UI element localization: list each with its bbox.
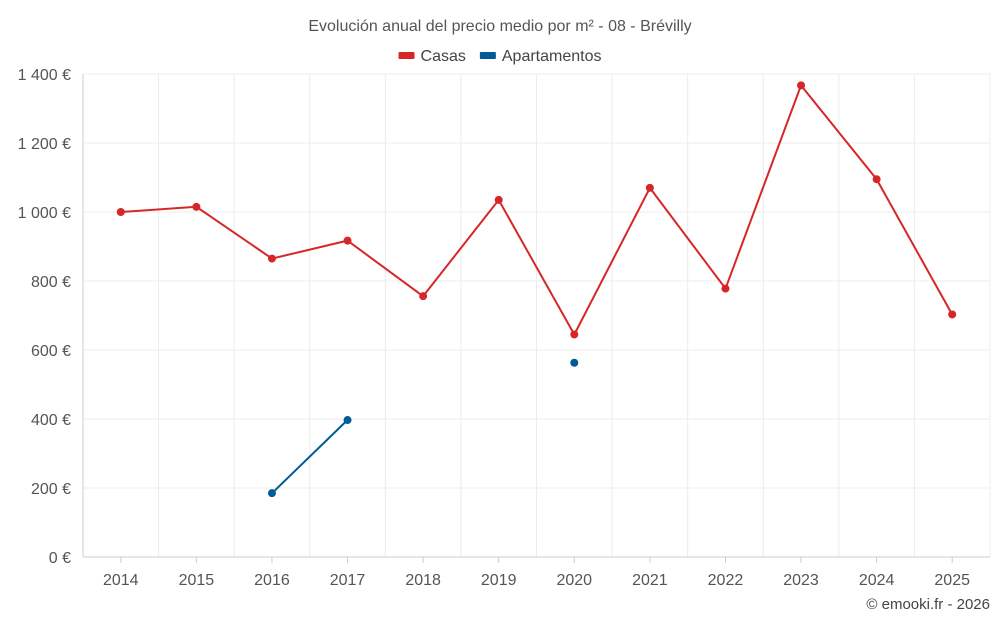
x-tick-label: 2017 [330,572,366,589]
data-point[interactable] [570,330,579,339]
series [116,81,957,498]
legend-swatch [398,52,415,59]
y-tick-label: 1 200 € [18,136,71,153]
x-tick-label: 2016 [254,572,290,589]
data-point[interactable] [343,416,352,425]
data-point[interactable] [267,254,276,263]
y-tick-label: 400 € [31,412,71,429]
data-point[interactable] [116,208,125,216]
x-tick-label: 2014 [103,572,139,589]
legend-item-casas[interactable]: Casas [398,48,466,65]
x-tick-label: 2022 [708,572,744,589]
y-tick-label: 1 400 € [18,67,71,84]
legend[interactable]: Casas Apartamentos [398,48,602,65]
series-apartamentos [267,358,579,498]
data-point[interactable] [570,358,579,367]
series-line [271,419,349,494]
x-tick-label: 2019 [481,572,517,589]
legend-item-apartamentos[interactable]: Apartamentos [479,48,602,65]
data-point[interactable] [948,310,957,319]
data-point[interactable] [192,202,201,211]
legend-swatch [479,52,496,59]
data-point[interactable] [721,284,730,293]
x-tick-label: 2018 [405,572,441,589]
x-tick-label: 2015 [179,572,215,589]
axes: 0 € 200 € 400 € 600 € 800 € 1 000 € 1 200 € 1 4… [18,67,990,589]
grid [82,73,991,557]
data-point[interactable] [494,195,503,204]
x-tick-label: 2024 [859,572,895,589]
data-point[interactable] [419,292,428,301]
x-tick-label: 2020 [556,572,592,589]
x-tick-label: 2025 [934,572,970,589]
y-tick-label: 0 € [49,550,71,567]
x-tick-label: 2023 [783,572,819,589]
legend-label: Casas [421,48,466,65]
data-point[interactable] [872,175,881,184]
series-line [120,83,954,337]
data-point[interactable] [267,489,276,498]
data-point[interactable] [645,183,654,192]
series-casas [116,81,957,339]
data-point[interactable] [343,236,352,245]
y-tick-label: 200 € [31,481,71,498]
x-tick-label: 2021 [632,572,668,589]
y-tick-label: 1 000 € [18,205,71,222]
chart-credit: © emooki.fr - 2026 [866,596,990,613]
chart-title: Evolución anual del precio medio por m² … [308,18,691,35]
y-tick-label: 600 € [31,343,71,360]
y-tick-label: 800 € [31,274,71,291]
data-point[interactable] [797,81,806,90]
legend-label: Apartamentos [502,48,602,65]
